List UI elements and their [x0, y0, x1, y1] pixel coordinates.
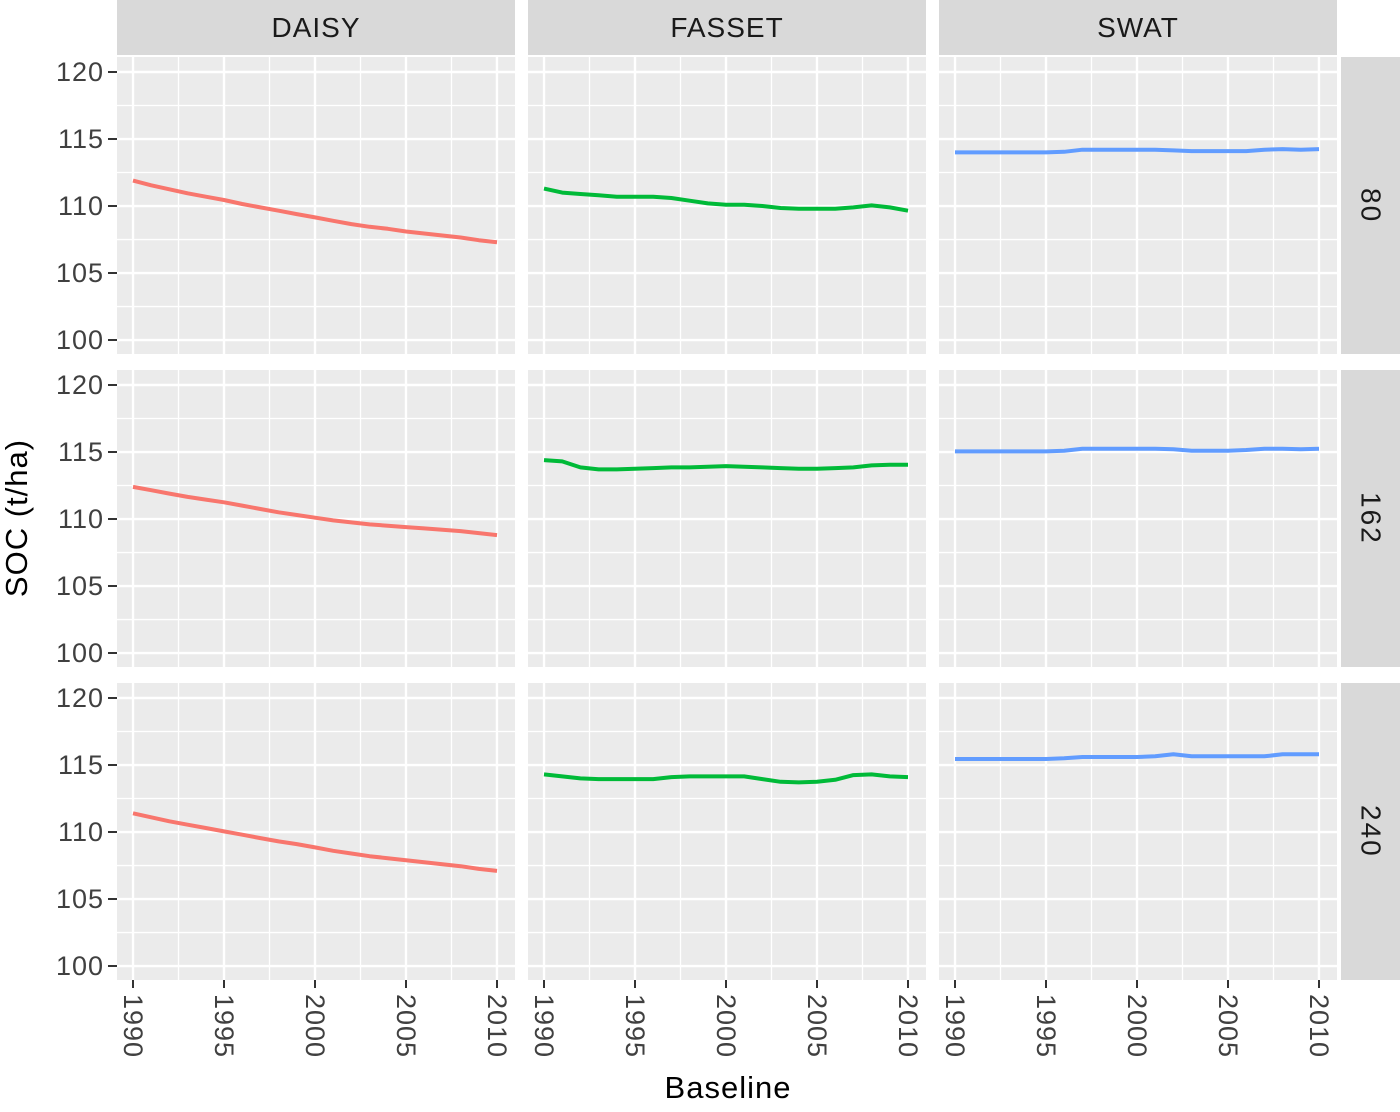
line-fasset-80: [543, 186, 909, 213]
y-tick-mark: [108, 652, 117, 655]
y-tick-label: 120: [55, 683, 104, 713]
x-tick-label: 1990: [529, 994, 559, 1059]
y-tick-mark: [108, 451, 117, 454]
line-swat-162: [955, 446, 1320, 454]
y-tick-label: 105: [55, 884, 104, 915]
x-tick-label: 1995: [209, 994, 239, 1059]
facet-row-strip-label: 240: [1355, 805, 1387, 858]
facet-column-strip-label: FASSET: [670, 11, 784, 43]
facet-row-strip-label: 162: [1355, 492, 1387, 545]
x-tick-mark: [906, 980, 909, 988]
panel-fasset-80: [528, 57, 926, 354]
y-tick-mark: [108, 384, 117, 386]
x-tick-label: 2000: [710, 994, 741, 1059]
facet-row-strip-240: 240: [1341, 683, 1400, 980]
y-tick-mark: [108, 697, 117, 699]
x-tick-mark: [1226, 980, 1229, 988]
x-tick-label: 2005: [1212, 994, 1243, 1059]
x-tick-label: 2010: [892, 994, 923, 1059]
x-tick-mark: [313, 980, 316, 988]
facet-row-strip-80: 80: [1341, 57, 1400, 354]
panel-daisy-162: [117, 370, 515, 667]
y-tick-label: 120: [55, 370, 104, 400]
y-tick-mark: [108, 898, 117, 901]
line-daisy-80: [132, 178, 498, 245]
panel-swat-162: [939, 370, 1337, 667]
y-tick-mark: [108, 339, 117, 342]
y-tick-label: 115: [57, 437, 104, 468]
x-tick-mark: [404, 980, 407, 988]
line-swat-80: [955, 147, 1320, 155]
x-tick-mark: [634, 980, 636, 988]
x-tick-mark: [815, 980, 818, 988]
y-tick-label: 120: [55, 57, 104, 87]
panel-daisy-80: [117, 57, 515, 354]
y-tick-label: 115: [57, 124, 104, 155]
line-swat-240: [955, 752, 1319, 761]
y-tick-mark: [108, 965, 117, 968]
line-daisy-240: [132, 811, 498, 873]
x-tick-mark: [223, 980, 225, 988]
y-tick-mark: [108, 138, 117, 141]
x-tick-mark: [724, 980, 727, 988]
y-tick-mark: [108, 831, 117, 834]
y-tick-mark: [108, 518, 117, 521]
facet-column-strip-fasset: FASSET: [528, 0, 926, 55]
y-tick-label: 115: [57, 750, 104, 781]
x-tick-label: 1990: [940, 994, 970, 1059]
x-tick-mark: [495, 980, 498, 988]
x-tick-label: 1990: [118, 994, 148, 1059]
x-tick-label: 2005: [801, 994, 832, 1059]
y-tick-label: 110: [57, 191, 104, 222]
panel-swat-240: [939, 683, 1337, 980]
panel-swat-80: [939, 57, 1337, 354]
line-daisy-162: [132, 484, 498, 538]
y-tick-label: 105: [55, 258, 104, 289]
facet-row-strip-162: 162: [1341, 370, 1400, 667]
facet-column-strip-daisy: DAISY: [117, 0, 515, 55]
x-axis-title: Baseline: [664, 1070, 792, 1105]
facet-column-strip-label: DAISY: [271, 11, 361, 43]
x-tick-label: 2010: [481, 994, 512, 1059]
facet-row-strip-label: 80: [1355, 187, 1387, 224]
x-tick-label: 2005: [390, 994, 421, 1059]
line-fasset-162: [543, 458, 908, 472]
y-tick-label: 100: [55, 951, 104, 982]
x-tick-label: 2000: [1121, 994, 1152, 1059]
x-tick-label: 1995: [620, 994, 650, 1059]
x-tick-label: 2000: [299, 994, 330, 1059]
x-tick-mark: [1317, 980, 1320, 988]
y-tick-label: 110: [57, 504, 104, 535]
panel-daisy-240: [117, 683, 515, 980]
line-fasset-240: [543, 772, 909, 785]
y-tick-mark: [108, 272, 117, 275]
panel-fasset-240: [528, 683, 926, 980]
x-tick-label: 1995: [1031, 994, 1061, 1059]
x-tick-mark: [132, 980, 134, 988]
panel-fasset-162: [528, 370, 926, 667]
x-tick-mark: [954, 980, 956, 988]
facet-column-strip-swat: SWAT: [939, 0, 1337, 55]
x-tick-mark: [1045, 980, 1047, 988]
y-tick-label: 105: [55, 571, 104, 602]
x-tick-mark: [543, 980, 545, 988]
y-tick-mark: [108, 585, 117, 588]
y-tick-label: 110: [57, 817, 104, 848]
y-tick-mark: [108, 71, 117, 73]
y-tick-label: 100: [55, 325, 104, 356]
facet-column-strip-label: SWAT: [1097, 11, 1179, 43]
x-tick-label: 2010: [1303, 994, 1334, 1059]
y-tick-mark: [108, 205, 117, 208]
y-tick-mark: [108, 764, 117, 767]
y-tick-label: 100: [55, 638, 104, 669]
x-tick-mark: [1135, 980, 1138, 988]
